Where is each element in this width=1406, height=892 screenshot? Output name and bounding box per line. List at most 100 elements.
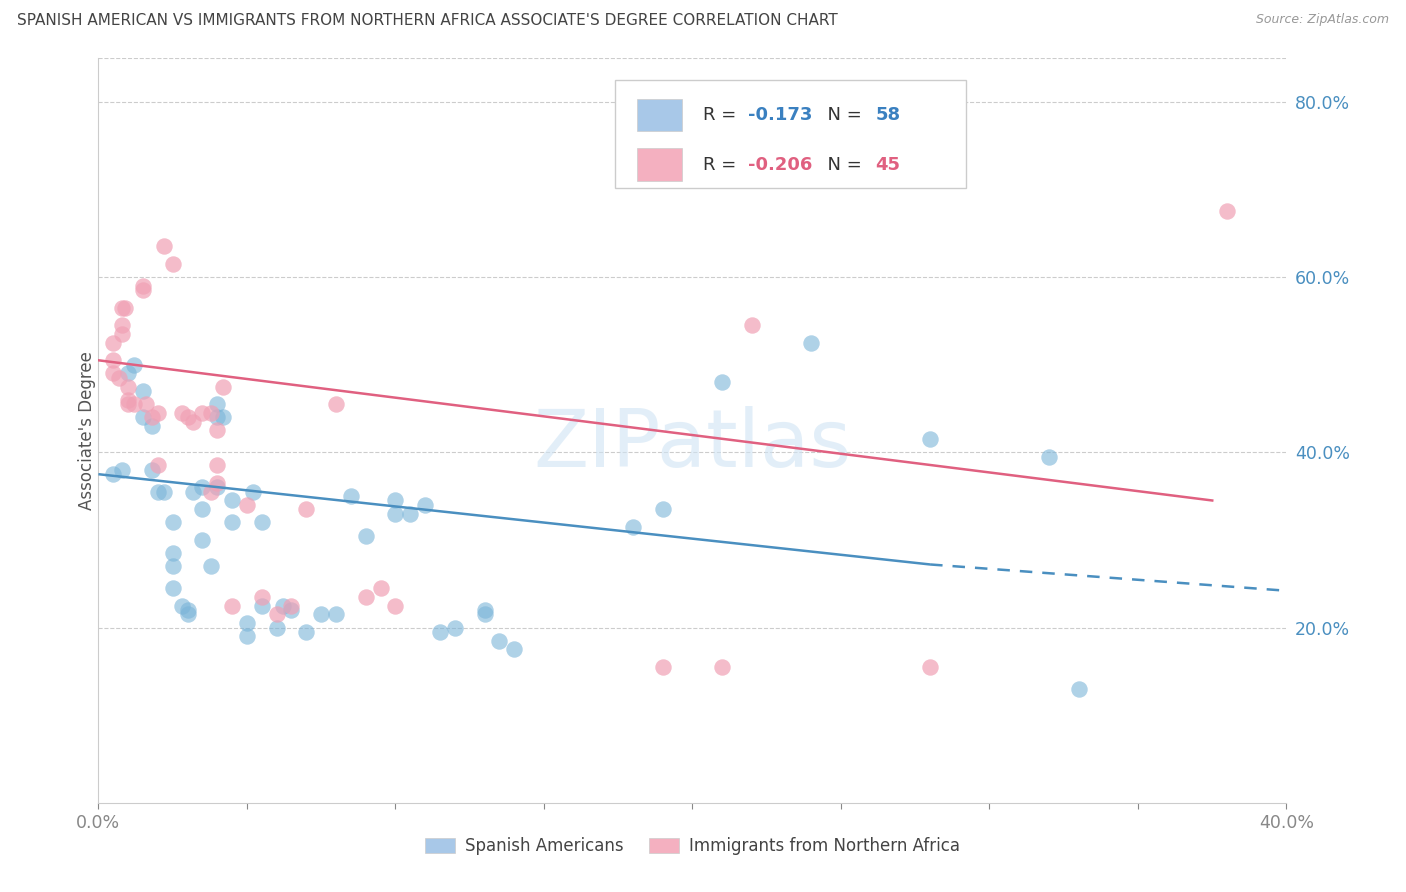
Point bbox=[141, 419, 163, 434]
Text: R =: R = bbox=[703, 106, 742, 124]
Point bbox=[108, 371, 131, 385]
Point bbox=[221, 516, 243, 530]
Point bbox=[503, 642, 526, 657]
Point bbox=[354, 590, 377, 604]
Point bbox=[191, 406, 214, 420]
Point bbox=[474, 603, 496, 617]
Point bbox=[384, 493, 406, 508]
Point bbox=[399, 507, 422, 521]
Point bbox=[152, 484, 174, 499]
Text: Source: ZipAtlas.com: Source: ZipAtlas.com bbox=[1256, 13, 1389, 27]
Point bbox=[141, 463, 163, 477]
Point bbox=[111, 301, 134, 315]
Point bbox=[212, 379, 235, 393]
Point bbox=[132, 384, 155, 398]
Point bbox=[162, 516, 184, 530]
Point bbox=[250, 599, 273, 613]
Point bbox=[117, 397, 139, 411]
Point bbox=[191, 533, 214, 547]
Text: SPANISH AMERICAN VS IMMIGRANTS FROM NORTHERN AFRICA ASSOCIATE'S DEGREE CORRELATI: SPANISH AMERICAN VS IMMIGRANTS FROM NORT… bbox=[17, 13, 838, 29]
Y-axis label: Associate's Degree: Associate's Degree bbox=[79, 351, 96, 510]
Point bbox=[183, 415, 205, 429]
Point bbox=[325, 607, 347, 622]
Point bbox=[340, 489, 363, 503]
Point bbox=[1038, 450, 1060, 464]
Point bbox=[920, 432, 942, 446]
Text: -0.206: -0.206 bbox=[748, 155, 813, 174]
Point bbox=[132, 278, 155, 293]
Point bbox=[271, 599, 294, 613]
Point bbox=[205, 410, 228, 425]
Point bbox=[266, 621, 288, 635]
Point bbox=[621, 520, 644, 534]
Point bbox=[191, 502, 214, 516]
Point bbox=[103, 367, 125, 381]
Point bbox=[250, 590, 273, 604]
Point bbox=[266, 607, 288, 622]
Point bbox=[146, 484, 169, 499]
Point bbox=[200, 559, 222, 574]
Point bbox=[280, 599, 302, 613]
Point bbox=[200, 484, 222, 499]
Point bbox=[651, 660, 673, 674]
Text: ZIPatlas: ZIPatlas bbox=[533, 406, 852, 484]
Point bbox=[221, 493, 243, 508]
Point bbox=[295, 624, 318, 639]
Point bbox=[384, 599, 406, 613]
Point bbox=[236, 616, 259, 631]
Point bbox=[117, 392, 139, 407]
Point bbox=[711, 375, 734, 389]
Point bbox=[114, 301, 136, 315]
Point bbox=[146, 406, 169, 420]
Point bbox=[1216, 204, 1239, 219]
Text: N =: N = bbox=[815, 155, 868, 174]
Point bbox=[122, 397, 145, 411]
Point bbox=[132, 283, 155, 297]
Point bbox=[295, 502, 318, 516]
Point bbox=[162, 257, 184, 271]
Text: -0.173: -0.173 bbox=[748, 106, 813, 124]
Point bbox=[413, 498, 436, 512]
Point bbox=[443, 621, 465, 635]
Point bbox=[242, 484, 264, 499]
Legend: Spanish Americans, Immigrants from Northern Africa: Spanish Americans, Immigrants from North… bbox=[419, 830, 966, 862]
Point bbox=[191, 480, 214, 494]
Text: 58: 58 bbox=[876, 106, 900, 124]
Point bbox=[221, 599, 243, 613]
Point bbox=[122, 358, 145, 372]
Bar bbox=[637, 148, 682, 181]
Point bbox=[236, 629, 259, 643]
Point bbox=[651, 502, 673, 516]
Point bbox=[250, 516, 273, 530]
Point bbox=[111, 326, 134, 341]
Point bbox=[200, 406, 222, 420]
Point bbox=[103, 467, 125, 482]
Point bbox=[117, 367, 139, 381]
Point bbox=[325, 397, 347, 411]
Point bbox=[176, 603, 198, 617]
Point bbox=[741, 318, 763, 333]
Point bbox=[176, 607, 198, 622]
Point bbox=[280, 603, 302, 617]
Point bbox=[205, 458, 228, 473]
Point bbox=[488, 633, 510, 648]
Point bbox=[711, 660, 734, 674]
Point bbox=[800, 335, 823, 350]
Point bbox=[205, 475, 228, 490]
Point bbox=[176, 410, 198, 425]
Point bbox=[152, 239, 174, 253]
Point bbox=[117, 379, 139, 393]
Point bbox=[370, 581, 392, 595]
Point bbox=[111, 318, 134, 333]
Point bbox=[354, 528, 377, 542]
Point bbox=[103, 335, 125, 350]
Point bbox=[141, 410, 163, 425]
Bar bbox=[637, 99, 682, 131]
Point bbox=[212, 410, 235, 425]
Point bbox=[132, 410, 155, 425]
Point bbox=[474, 607, 496, 622]
Point bbox=[103, 353, 125, 368]
FancyBboxPatch shape bbox=[616, 80, 966, 188]
Text: N =: N = bbox=[815, 106, 868, 124]
Text: R =: R = bbox=[703, 155, 742, 174]
